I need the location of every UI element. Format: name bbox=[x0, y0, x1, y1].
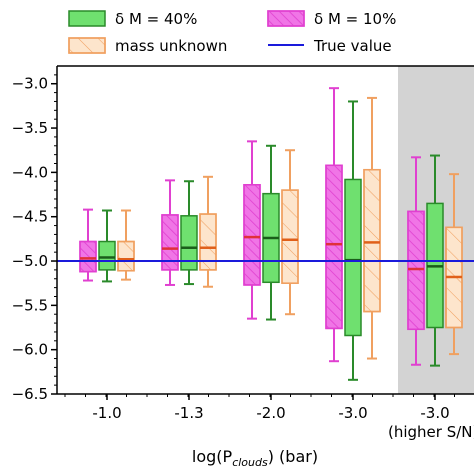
box-body bbox=[344, 178, 362, 337]
box-m10-2 bbox=[243, 140, 261, 320]
gridless-plot-layer bbox=[79, 87, 463, 381]
box-hatch bbox=[161, 214, 179, 271]
y-tick-label: −4.0 bbox=[12, 163, 48, 181]
legend: δ M = 40% δ M = 10% mass unknown True value bbox=[68, 10, 396, 55]
legend-swatch bbox=[68, 10, 106, 27]
x-axis-title-main: log(P bbox=[192, 447, 233, 466]
legend-label: δ M = 40% bbox=[115, 10, 197, 28]
box-unknown-0 bbox=[117, 209, 135, 281]
box-hatch bbox=[117, 240, 135, 272]
legend-label: mass unknown bbox=[115, 37, 227, 55]
box-body bbox=[98, 240, 116, 271]
box-hatch bbox=[79, 240, 97, 273]
box-m40-3 bbox=[344, 100, 362, 381]
box-m10-1 bbox=[161, 179, 179, 286]
y-tick-label: −4.5 bbox=[12, 208, 48, 226]
y-tick-label: −3.0 bbox=[12, 75, 48, 93]
legend-entry-truth: True value bbox=[268, 37, 392, 55]
box-m40-0 bbox=[98, 209, 116, 283]
legend-swatch-hatch bbox=[68, 37, 106, 54]
legend-entry-m40: δ M = 40% bbox=[68, 10, 197, 28]
legend-entry-unknown: mass unknown bbox=[68, 37, 227, 55]
box-unknown-4 bbox=[445, 173, 463, 356]
box-m40-4 bbox=[426, 154, 444, 367]
y-tick-label: −5.0 bbox=[12, 252, 48, 270]
x-tick-label: -3.0 bbox=[420, 404, 449, 422]
box-m10-0 bbox=[79, 208, 97, 282]
box-m40-1 bbox=[180, 180, 198, 286]
y-tick-label: −5.5 bbox=[12, 296, 48, 314]
box-hatch bbox=[363, 168, 381, 313]
x-tick-label: -3.0 bbox=[338, 404, 367, 422]
legend-label: δ M = 10% bbox=[314, 10, 396, 28]
y-tick-label: −6.0 bbox=[12, 341, 48, 359]
legend-entry-m10: δ M = 10% bbox=[267, 10, 396, 28]
x-axis-title-subscript: clouds bbox=[232, 456, 268, 469]
box-unknown-2 bbox=[281, 149, 299, 316]
box-hatch bbox=[325, 164, 343, 330]
box-m10-3 bbox=[325, 87, 343, 363]
box-hatch bbox=[407, 210, 425, 331]
box-unknown-3 bbox=[363, 96, 381, 360]
x-tick-note: (higher S/N) bbox=[388, 423, 474, 441]
box-hatch bbox=[199, 213, 217, 271]
x-axis-title: log(Pclouds) (bar) bbox=[192, 447, 318, 469]
box-body bbox=[180, 215, 198, 271]
x-axis: -1.0 -1.3 -2.0 -3.0 -3.0(higher S/N) bbox=[64, 394, 474, 441]
x-tick-label: -1.0 bbox=[92, 404, 121, 422]
legend-label: True value bbox=[313, 37, 392, 55]
box-unknown-1 bbox=[199, 175, 217, 288]
y-tick-label: −3.5 bbox=[12, 119, 48, 137]
box-m10-4 bbox=[407, 156, 425, 366]
box-hatch bbox=[281, 189, 299, 284]
x-tick-label: -1.3 bbox=[174, 404, 203, 422]
y-tick-label: −6.5 bbox=[12, 385, 48, 403]
x-axis-title-tail: ) (bar) bbox=[268, 447, 318, 466]
box-hatch bbox=[243, 184, 261, 286]
box-m40-2 bbox=[262, 144, 280, 321]
x-tick-label: -2.0 bbox=[256, 404, 285, 422]
y-axis: −3.0 −3.5 −4.0 −4.5 −5.0 −5.5 −6.0 −6.5 bbox=[12, 74, 57, 403]
legend-swatch-hatch bbox=[267, 10, 305, 27]
